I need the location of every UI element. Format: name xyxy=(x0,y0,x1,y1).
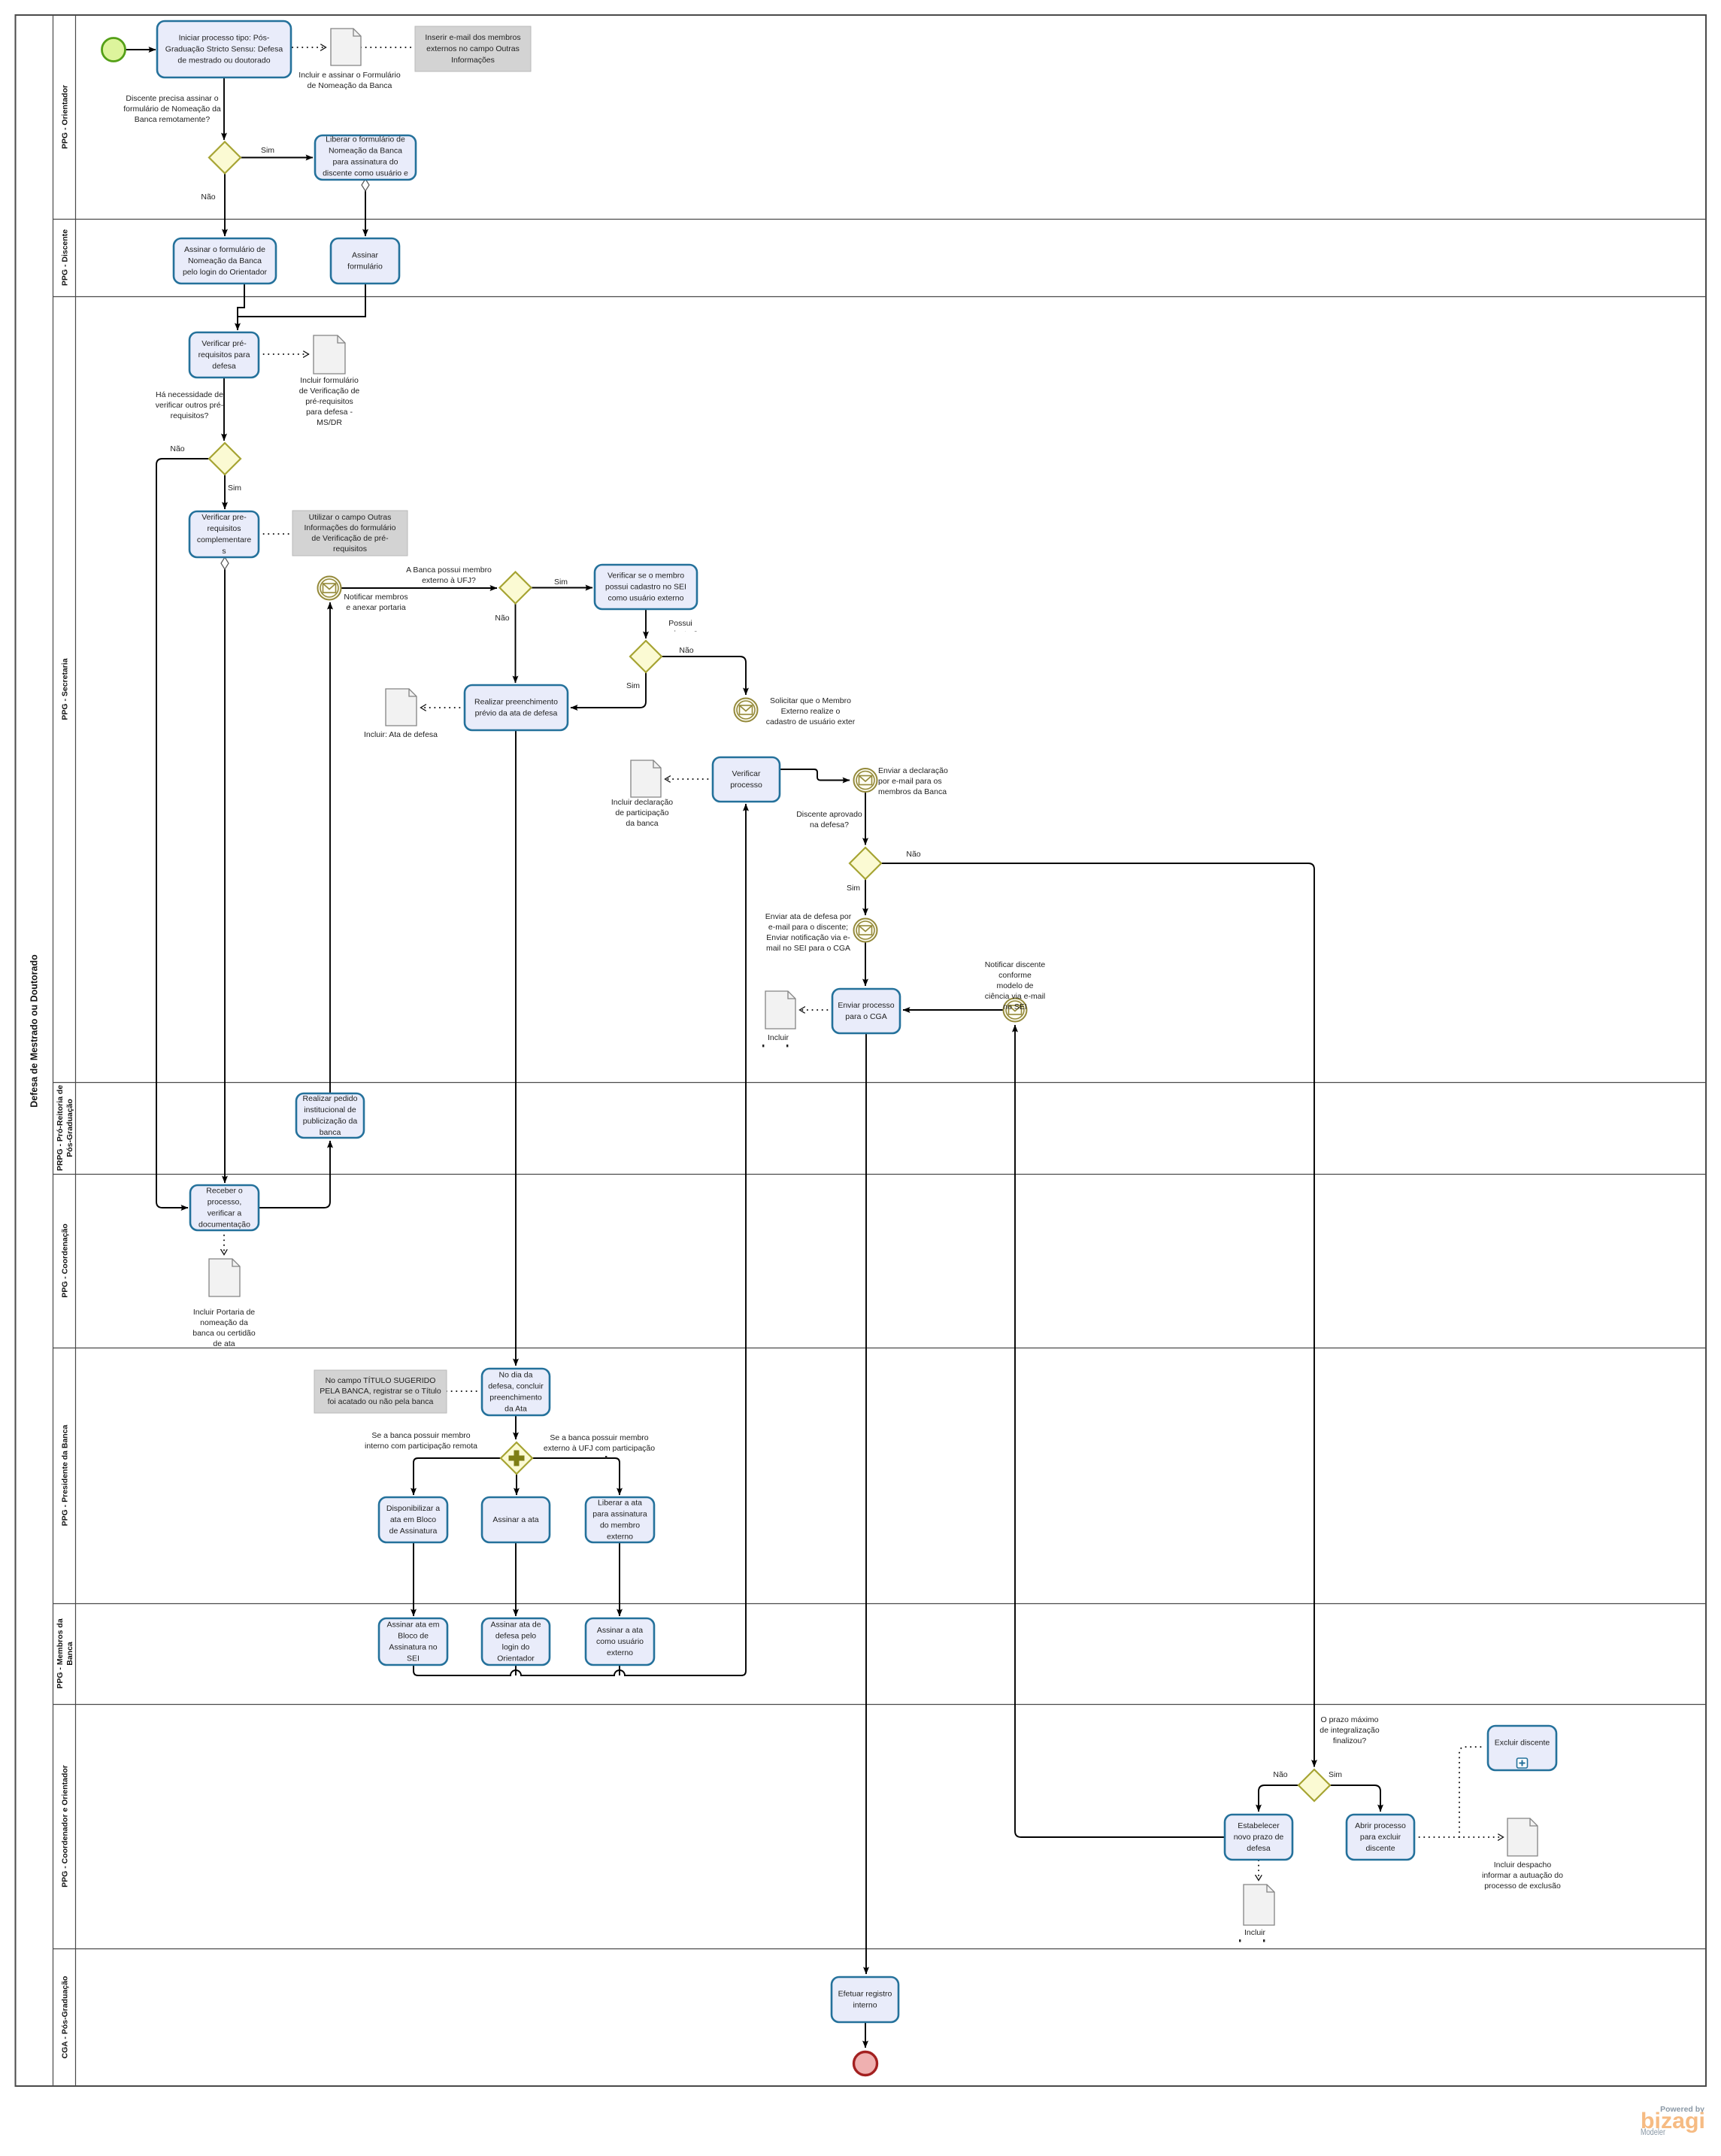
svg-text:Possui: Possui xyxy=(668,619,692,628)
svg-text:Não: Não xyxy=(1273,1770,1287,1779)
svg-text:Excluir discente: Excluir discente xyxy=(1495,1739,1550,1748)
svg-text:Não: Não xyxy=(170,444,184,453)
svg-text:cadastro?: cadastro? xyxy=(663,629,698,638)
svg-text:Sim: Sim xyxy=(1329,1770,1342,1779)
svg-text:Não: Não xyxy=(906,850,920,859)
svg-text:Banca: Banca xyxy=(65,1642,74,1666)
svg-text:Sim: Sim xyxy=(847,884,860,893)
svg-text:Iniciar processo tipo: Pós-Gra: Iniciar processo tipo: Pós-Graduação Str… xyxy=(165,34,283,65)
svg-text:Sim: Sim xyxy=(228,484,241,493)
svg-text:PPG - Secretaria: PPG - Secretaria xyxy=(61,658,70,720)
svg-text:Não: Não xyxy=(495,614,509,623)
svg-text:CGA - Pós-Graduação: CGA - Pós-Graduação xyxy=(61,1976,70,2059)
svg-text:Assinar a ata: Assinar a ata xyxy=(492,1515,538,1524)
svg-text:Modeler: Modeler xyxy=(1641,2128,1665,2137)
svg-text:PPG - Membros da: PPG - Membros da xyxy=(56,1618,65,1689)
svg-text:Incluir: Incluir xyxy=(1244,1928,1266,1937)
svg-text:Sim: Sim xyxy=(626,681,640,690)
svg-text:Defesa de Mestrado ou Doutorad: Defesa de Mestrado ou Doutorado xyxy=(29,954,40,1108)
svg-text:PRPG - Pró-Reitoria de: PRPG - Pró-Reitoria de xyxy=(56,1085,65,1172)
svg-text:Não: Não xyxy=(679,646,693,655)
svg-text:PPG - Coordenação: PPG - Coordenação xyxy=(61,1224,70,1298)
svg-text:Pós-Graduação: Pós-Graduação xyxy=(65,1099,74,1157)
svg-text:Não: Não xyxy=(201,193,215,202)
svg-text:Incluir: Ata de defesa: Incluir: Ata de defesa xyxy=(364,730,438,739)
svg-text:Sim: Sim xyxy=(261,146,274,155)
svg-text:PPG - Presidente da Banca: PPG - Presidente da Banca xyxy=(61,1424,70,1526)
svg-text:PPG - Orientador: PPG - Orientador xyxy=(61,85,70,149)
svg-text:Powered by: Powered by xyxy=(1660,2105,1704,2114)
svg-text:Incluir e assinar o Formulário: Incluir e assinar o Formulário de Nomeaçã… xyxy=(298,71,401,90)
svg-text:bizagi: bizagi xyxy=(1641,2109,1705,2133)
svg-text:PPG - Coordenador e Orientador: PPG - Coordenador e Orientador xyxy=(61,1765,70,1888)
svg-text:Sim: Sim xyxy=(554,578,568,587)
svg-text:Incluir: Incluir xyxy=(768,1033,789,1042)
svg-text:PPG - Discente: PPG - Discente xyxy=(61,229,70,286)
